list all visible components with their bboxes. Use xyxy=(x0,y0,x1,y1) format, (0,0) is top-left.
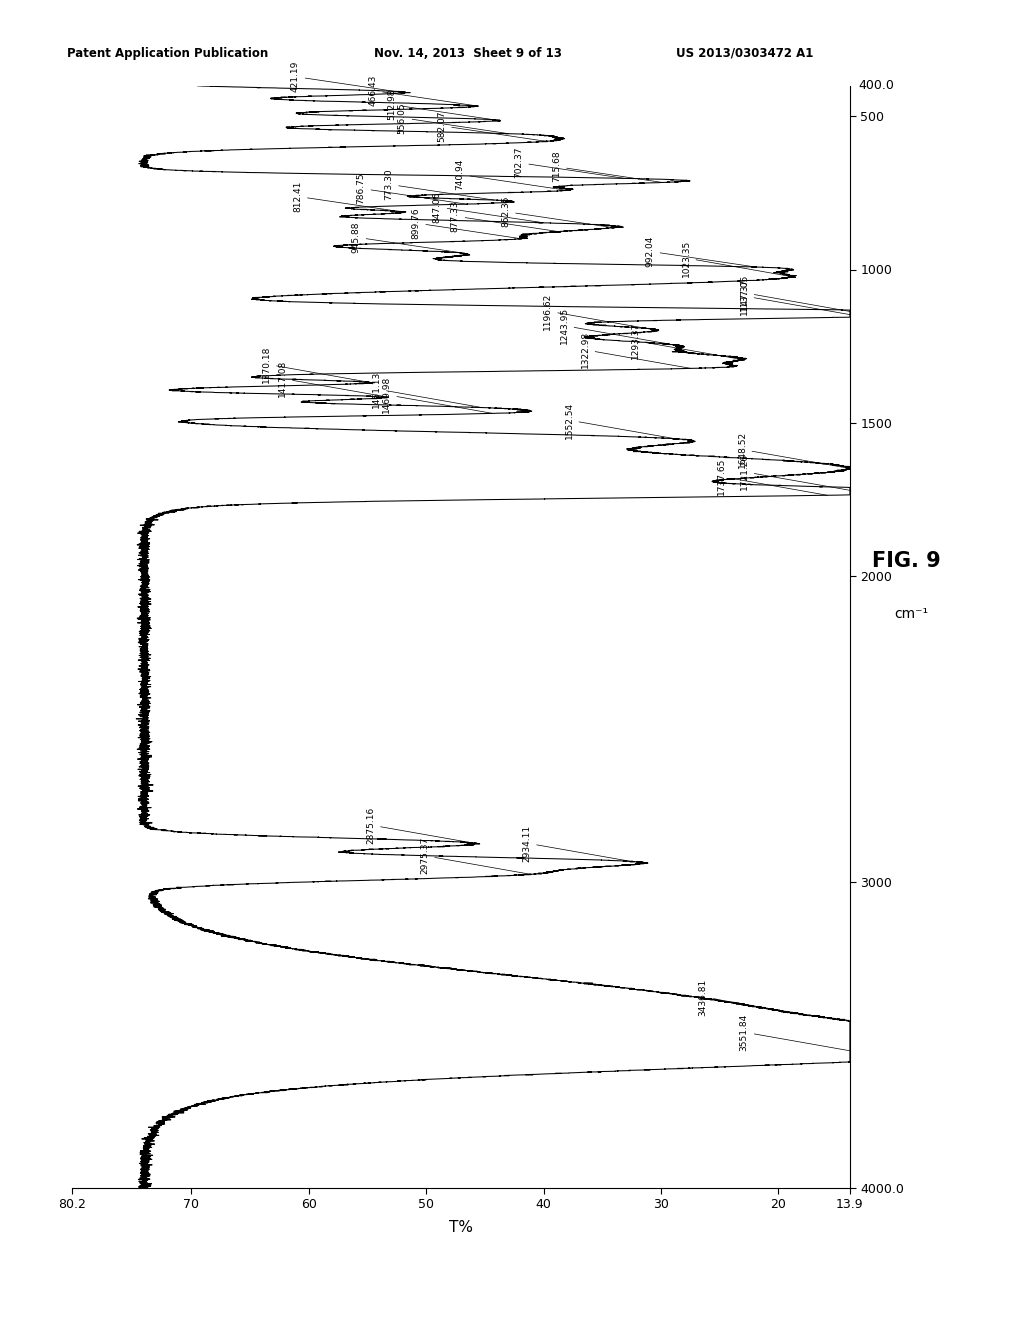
Text: 862.35: 862.35 xyxy=(501,195,611,227)
Text: 1293.37: 1293.37 xyxy=(631,322,740,359)
Text: 2975.37: 2975.37 xyxy=(420,837,530,874)
Text: 786.75: 786.75 xyxy=(356,173,467,205)
Text: 740.94: 740.94 xyxy=(456,158,566,190)
Text: 773.30: 773.30 xyxy=(384,169,495,201)
Text: Patent Application Publication: Patent Application Publication xyxy=(67,46,268,59)
Text: 992.04: 992.04 xyxy=(646,236,756,267)
Text: 512.98: 512.98 xyxy=(388,88,498,120)
Text: 1322.98: 1322.98 xyxy=(581,331,691,368)
Text: 1648.52: 1648.52 xyxy=(737,430,848,469)
Text: US 2013/0303472 A1: US 2013/0303472 A1 xyxy=(676,46,813,59)
Text: cm⁻¹: cm⁻¹ xyxy=(894,607,929,620)
Text: 1023.35: 1023.35 xyxy=(682,239,792,277)
Text: 1137.05: 1137.05 xyxy=(739,275,850,312)
Text: 556.05: 556.05 xyxy=(397,102,508,133)
Text: 1370.18: 1370.18 xyxy=(262,346,373,383)
Text: 847.06: 847.06 xyxy=(433,191,543,223)
Text: Nov. 14, 2013  Sheet 9 of 13: Nov. 14, 2013 Sheet 9 of 13 xyxy=(374,46,561,59)
Text: 877.33: 877.33 xyxy=(451,201,561,232)
Text: 2934.11: 2934.11 xyxy=(522,825,633,862)
Text: 899.76: 899.76 xyxy=(412,207,521,239)
Text: 812.41: 812.41 xyxy=(293,181,403,213)
Text: 1469.98: 1469.98 xyxy=(382,376,493,413)
Text: FIG. 9: FIG. 9 xyxy=(871,550,941,572)
Text: 1243.95: 1243.95 xyxy=(560,308,670,345)
Text: 421.19: 421.19 xyxy=(291,61,400,92)
Text: 2875.16: 2875.16 xyxy=(367,807,476,843)
X-axis label: T%: T% xyxy=(449,1220,473,1234)
Text: 1721.26: 1721.26 xyxy=(739,453,850,490)
Text: 1737.65: 1737.65 xyxy=(718,458,827,495)
Text: 945.88: 945.88 xyxy=(351,222,462,253)
Text: 1451.13: 1451.13 xyxy=(372,371,482,408)
Text: 1552.54: 1552.54 xyxy=(564,401,675,438)
Text: 466.43: 466.43 xyxy=(369,75,478,106)
Text: 3551.84: 3551.84 xyxy=(739,1014,850,1051)
Text: 3436.81: 3436.81 xyxy=(698,978,809,1015)
Text: 715.68: 715.68 xyxy=(552,150,663,182)
Text: 1417.08: 1417.08 xyxy=(279,360,388,397)
Text: 1196.62: 1196.62 xyxy=(544,293,653,330)
Text: 1147.37: 1147.37 xyxy=(739,277,850,314)
Text: 702.37: 702.37 xyxy=(514,147,625,178)
Text: 400.0: 400.0 xyxy=(858,79,894,92)
Text: 582.07: 582.07 xyxy=(437,110,548,141)
